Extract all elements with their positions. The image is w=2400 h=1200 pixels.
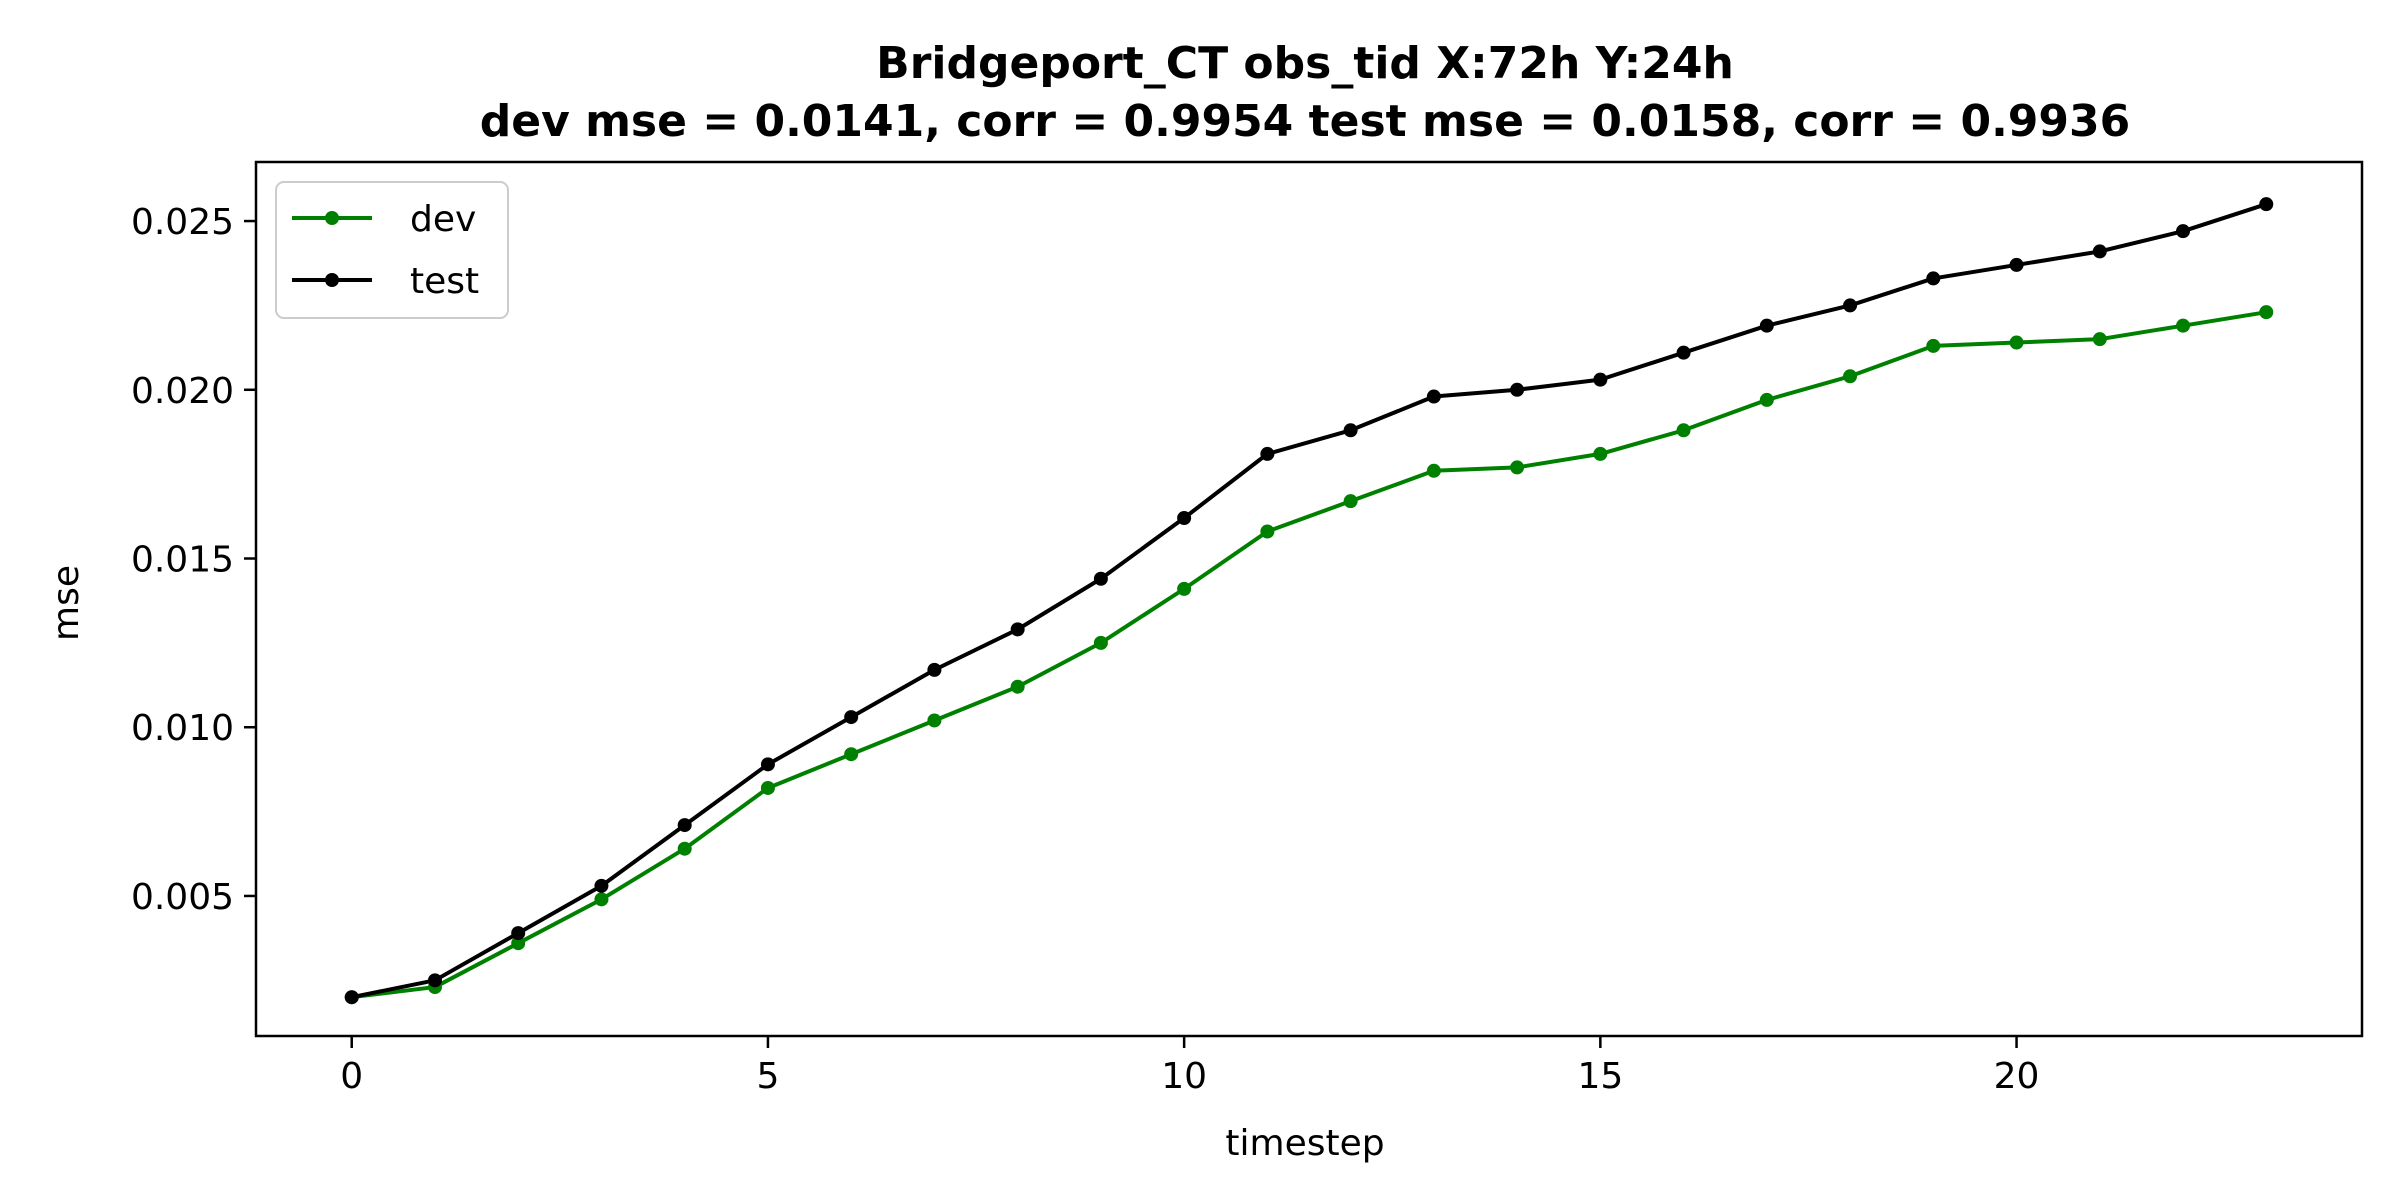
data-point-test (1926, 271, 1941, 286)
data-point-dev (2259, 305, 2274, 320)
y-tick-label: 0.015 (131, 540, 234, 581)
data-point-test (844, 710, 859, 725)
data-point-dev (1260, 524, 1275, 539)
data-point-dev (760, 780, 775, 795)
data-point-test (594, 878, 609, 893)
data-point-test (1343, 423, 1358, 438)
x-tick-label: 15 (1577, 1056, 1623, 1097)
data-point-dev (1177, 581, 1192, 596)
data-point-dev (1926, 338, 1941, 353)
legend-label-dev: dev (410, 199, 476, 240)
data-point-dev (927, 713, 942, 728)
data-point-test (760, 757, 775, 772)
data-point-dev (1843, 369, 1858, 384)
data-point-test (427, 973, 442, 988)
data-point-dev (1593, 446, 1608, 461)
legend-marker-dev (325, 211, 339, 225)
data-point-dev (1510, 460, 1525, 475)
legend-marker-test (325, 273, 339, 287)
data-point-dev (511, 936, 526, 951)
legend-label-test: test (410, 261, 479, 302)
data-point-test (2176, 224, 2191, 239)
y-axis-label: mse (46, 565, 87, 641)
y-axis-ticks: 0.005 0.010 0.015 0.020 0.025 (131, 202, 256, 918)
data-point-test (511, 926, 526, 941)
plot-frame (254, 160, 2364, 1038)
data-point-dev (1676, 423, 1691, 438)
data-point-test (1093, 571, 1108, 586)
data-point-test (1426, 389, 1441, 404)
data-point-test (1843, 298, 1858, 313)
data-point-test (677, 818, 692, 833)
chart-title: Bridgeport_CT obs_tid X:72h Y:24h (876, 38, 1734, 89)
x-axis-ticks: 0 5 10 15 20 (340, 1036, 2039, 1097)
data-point-test (344, 990, 359, 1005)
x-tick-label: 0 (340, 1056, 363, 1097)
series-layer (344, 197, 2274, 1005)
data-point-dev (1759, 392, 1774, 407)
data-point-test (2259, 197, 2274, 212)
data-point-dev (1093, 635, 1108, 650)
y-tick-label: 0.010 (131, 708, 234, 749)
y-tick-label: 0.005 (131, 877, 234, 918)
data-point-dev (2092, 332, 2107, 347)
data-point-dev (594, 892, 609, 907)
chart-subtitle: dev mse = 0.0141, corr = 0.9954 test mse… (480, 96, 2131, 147)
data-point-test (1676, 345, 1691, 360)
x-tick-label: 20 (1994, 1056, 2040, 1097)
data-point-test (1759, 318, 1774, 333)
data-point-dev (1426, 463, 1441, 478)
data-point-test (1593, 372, 1608, 387)
data-point-dev (1343, 494, 1358, 509)
y-tick-label: 0.020 (131, 371, 234, 412)
legend: dev test (275, 181, 509, 319)
data-point-dev (844, 747, 859, 762)
data-point-test (1177, 511, 1192, 526)
x-tick-label: 5 (756, 1056, 779, 1097)
data-point-test (1260, 446, 1275, 461)
data-point-dev (2009, 335, 2024, 350)
data-point-test (2009, 257, 2024, 272)
data-point-test (927, 662, 942, 677)
data-point-test (1510, 382, 1525, 397)
data-point-dev (2176, 318, 2191, 333)
data-point-test (2092, 244, 2107, 259)
data-point-dev (677, 841, 692, 856)
x-axis-label: timestep (1225, 1123, 1384, 1164)
data-point-test (1010, 622, 1025, 637)
series-line-test (351, 202, 2267, 1000)
x-tick-label: 10 (1161, 1056, 1207, 1097)
data-point-dev (1010, 679, 1025, 694)
y-tick-label: 0.025 (131, 202, 234, 243)
series-line-dev (351, 310, 2267, 1000)
